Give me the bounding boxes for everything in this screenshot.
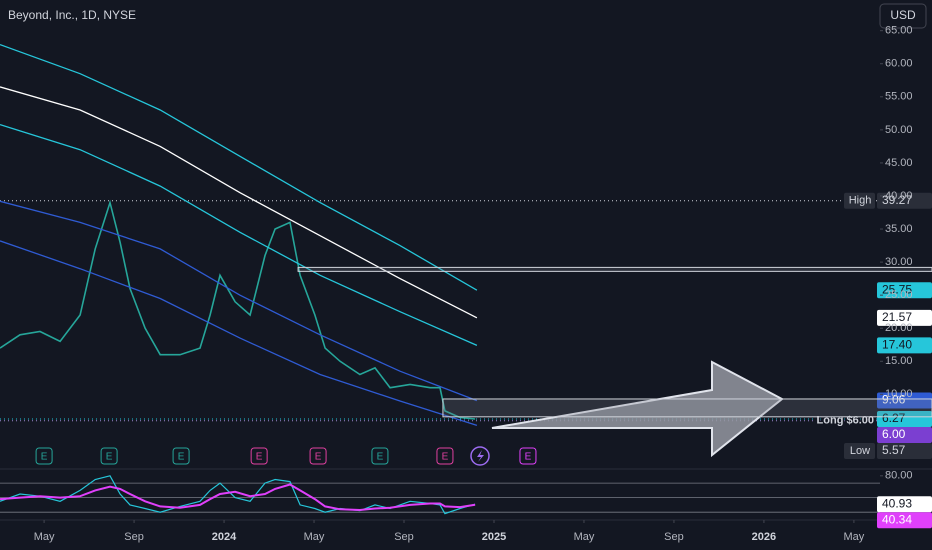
earnings-label: E — [106, 452, 113, 463]
y-tick-label: 55.00 — [885, 91, 913, 103]
chart-title: Beyond, Inc., 1D, NYSE — [8, 8, 136, 22]
rsi-tag — [877, 496, 932, 513]
rsi-line — [0, 483, 476, 512]
x-tick-label: Sep — [124, 531, 144, 543]
dividend-bolt — [477, 450, 484, 462]
price-tag-label: 21.57 — [882, 310, 912, 324]
x-tick-label: May — [304, 531, 325, 543]
price-line — [0, 43, 478, 291]
price-line — [0, 86, 478, 319]
earnings-marker — [436, 447, 454, 465]
earnings-marker — [172, 447, 190, 465]
x-tick-label: Sep — [394, 531, 414, 543]
y-tick-label: 65.00 — [885, 25, 913, 37]
price-line — [0, 199, 476, 420]
price-tag-label: 39.27 — [882, 193, 912, 207]
price-tag — [877, 282, 932, 299]
tag-name: Low — [850, 445, 870, 457]
y-tick-label: 60.00 — [885, 58, 913, 70]
price-tag — [877, 443, 932, 460]
price-tag-label: 17.40 — [882, 338, 912, 352]
earnings-label: E — [178, 452, 185, 463]
zone — [297, 266, 932, 272]
earnings-marker — [35, 447, 53, 465]
currency-label[interactable]: USD — [890, 8, 916, 22]
y-tick-label: 15.00 — [885, 355, 913, 367]
y-tick-label: 35.00 — [885, 223, 913, 235]
price-tag — [877, 427, 932, 444]
x-tick-label: 2026 — [752, 531, 776, 543]
earnings-label: E — [377, 452, 384, 463]
x-tick-label: May — [844, 531, 865, 543]
earnings-label: E — [315, 452, 322, 463]
earnings-label: E — [256, 452, 263, 463]
earnings-marker — [309, 447, 327, 465]
rsi-tag — [877, 512, 932, 529]
price-tag-label: 9.06 — [882, 393, 906, 407]
zone — [442, 398, 932, 418]
rsi-tag-label: 40.34 — [882, 512, 912, 526]
y-tick-label: 50.00 — [885, 124, 913, 136]
x-tick-label: May — [34, 531, 55, 543]
overlay: Long $6.00E E E E E E E E39.27High25.7521.5717.… — [35, 192, 932, 465]
rsi-line — [0, 475, 476, 515]
y-tick-label: 30.00 — [885, 256, 913, 268]
x-tick-label: Sep — [664, 531, 684, 543]
price-line — [0, 200, 478, 402]
y-tick-label: 40.00 — [885, 190, 913, 202]
earnings-label: E — [525, 452, 532, 463]
price-tag — [877, 192, 932, 209]
price-pane — [0, 43, 880, 427]
rsi-tick-label: 80.00 — [885, 470, 913, 482]
price-line — [0, 240, 478, 427]
price-tag — [877, 337, 932, 354]
y-tick-label: 20.00 — [885, 322, 913, 334]
price-line — [0, 123, 478, 346]
earnings-label: E — [41, 452, 48, 463]
price-tag-label: 25.75 — [882, 282, 912, 296]
y-tick-label: 45.00 — [885, 157, 913, 169]
price-tag-label: 5.57 — [882, 443, 906, 457]
price-tag — [877, 309, 932, 326]
rsi-tag-label: 40.93 — [882, 496, 912, 510]
earnings-marker — [100, 447, 118, 465]
x-tick-label: 2024 — [212, 531, 237, 543]
y-tick-label: 25.00 — [885, 289, 913, 301]
earnings-label: E — [442, 452, 449, 463]
price-tag-label: 6.27 — [882, 411, 906, 425]
dividend-icon — [470, 446, 490, 466]
earnings-marker — [371, 447, 389, 465]
earnings-marker — [519, 447, 537, 465]
tag-name: High — [849, 195, 872, 207]
earnings-marker — [250, 447, 268, 465]
x-tick-label: 2025 — [482, 531, 506, 543]
x-tick-label: May — [574, 531, 595, 543]
price-tag — [877, 411, 932, 428]
tag-name-box — [844, 443, 875, 460]
tag-name-box — [844, 192, 875, 209]
price-tag-label: 6.00 — [882, 427, 906, 441]
currency-button[interactable] — [879, 3, 927, 29]
y-tick-label: 10.00 — [885, 388, 913, 400]
price-tag — [877, 392, 932, 409]
